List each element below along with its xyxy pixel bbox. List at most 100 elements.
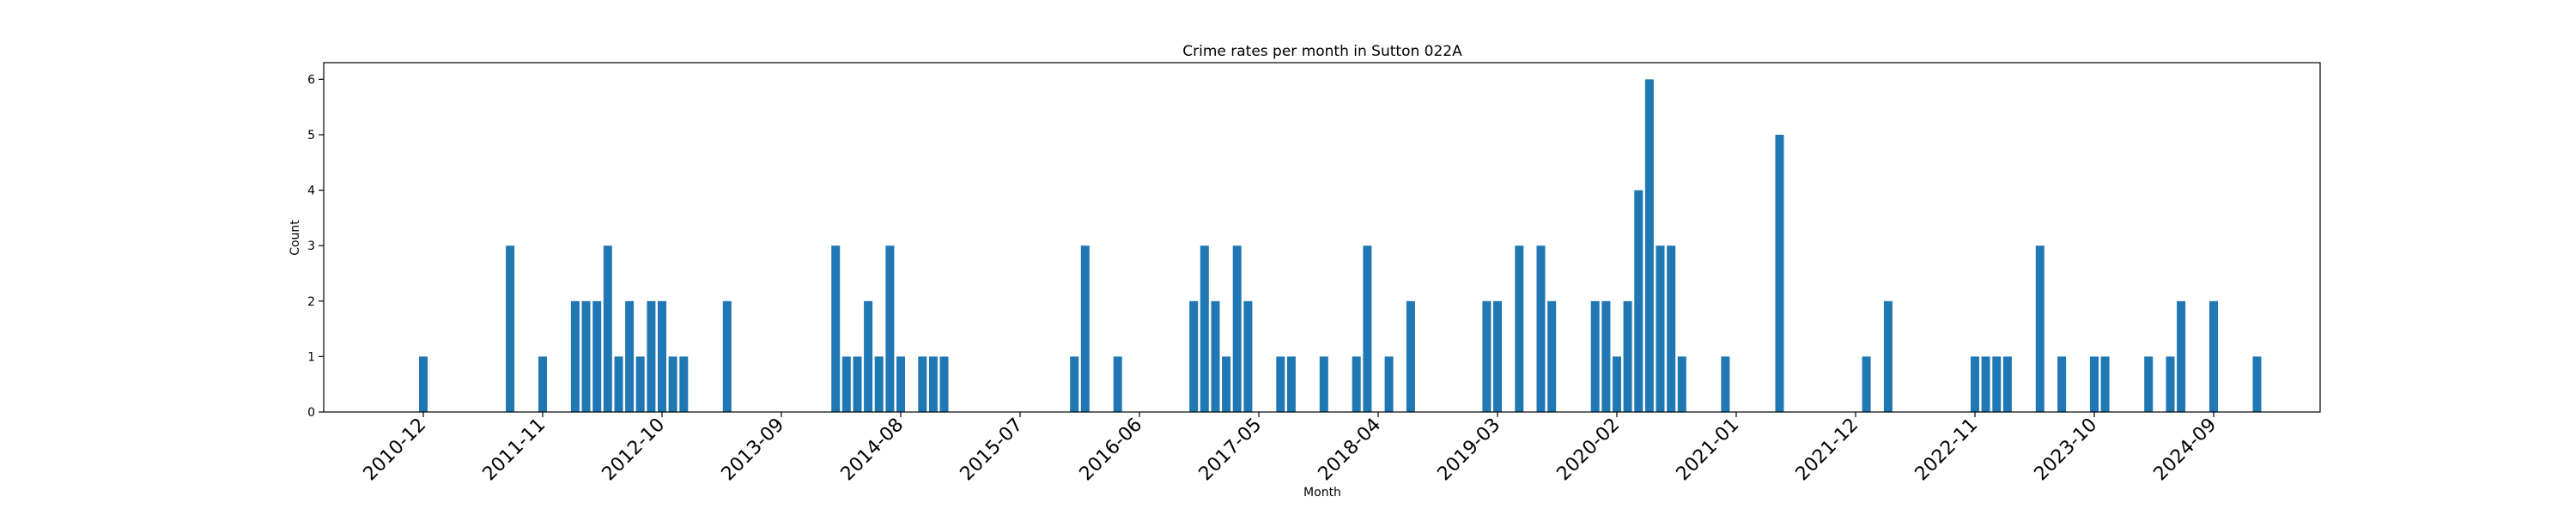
bar xyxy=(570,300,580,412)
bar xyxy=(2177,300,2186,412)
bar xyxy=(1634,190,1643,412)
y-tick-label: 2 xyxy=(307,295,315,309)
bar xyxy=(668,356,677,412)
y-tick-label: 3 xyxy=(307,239,315,253)
x-tick-label: 2010-12 xyxy=(360,415,431,486)
bar xyxy=(419,356,428,412)
bar xyxy=(647,300,656,412)
x-tick-label: 2014-08 xyxy=(837,415,908,486)
bar xyxy=(885,245,895,412)
bar xyxy=(1862,356,1871,412)
x-tick-label: 2016-06 xyxy=(1076,415,1147,486)
bar xyxy=(939,356,949,412)
bar xyxy=(1222,356,1231,412)
bar xyxy=(506,245,515,412)
bar xyxy=(2252,356,2262,412)
bar xyxy=(1200,245,1209,412)
bar xyxy=(1406,300,1415,412)
x-axis: 2010-12 2011-11 2012-10 2013-09 2014-08 2015-… xyxy=(360,412,2221,485)
bar xyxy=(864,300,873,412)
bar xyxy=(853,356,862,412)
x-tick-label: 2021-12 xyxy=(1792,415,1863,486)
y-tick-label: 0 xyxy=(307,406,315,420)
y-axis-label: Count xyxy=(289,220,302,256)
bar xyxy=(1721,356,1730,412)
bar xyxy=(1080,245,1090,412)
bar xyxy=(581,300,591,412)
bar xyxy=(1883,300,1893,412)
bar xyxy=(841,356,851,412)
bar xyxy=(2100,356,2110,412)
bar xyxy=(1515,245,1524,412)
bar xyxy=(2090,356,2099,412)
y-tick-label: 4 xyxy=(307,185,315,198)
bar xyxy=(1677,356,1686,412)
bar xyxy=(1363,245,1372,412)
x-tick-label: 2019-03 xyxy=(1434,415,1505,486)
bar xyxy=(1384,356,1394,412)
bar xyxy=(831,245,841,412)
bar xyxy=(2057,356,2067,412)
x-tick-label: 2020-02 xyxy=(1553,415,1625,486)
chart-title: Crime rates per month in Sutton 022A xyxy=(1182,43,1462,60)
bar xyxy=(1547,300,1557,412)
bars-group xyxy=(419,79,2262,413)
bar xyxy=(2002,356,2012,412)
bar xyxy=(635,356,645,412)
bar xyxy=(1613,356,1621,412)
bar xyxy=(1971,356,1979,412)
bar xyxy=(722,300,732,412)
bar xyxy=(1536,245,1546,412)
x-tick-label: 2015-07 xyxy=(957,415,1028,486)
bar xyxy=(1981,356,1990,412)
x-tick-label: 2024-09 xyxy=(2150,415,2221,486)
bar xyxy=(1319,356,1328,412)
bar xyxy=(1243,300,1253,412)
bar xyxy=(658,300,666,412)
bar xyxy=(1189,300,1199,412)
x-tick-label: 2017-05 xyxy=(1195,415,1267,486)
bar xyxy=(1286,356,1296,412)
bar xyxy=(1070,356,1079,412)
bar xyxy=(1276,356,1285,412)
bar xyxy=(614,356,623,412)
bar xyxy=(538,356,547,412)
bar xyxy=(1211,300,1220,412)
x-tick-label: 2013-09 xyxy=(718,415,789,486)
bar xyxy=(1482,300,1492,412)
bar xyxy=(625,300,635,412)
bar xyxy=(928,356,938,412)
x-tick-label: 2021-01 xyxy=(1673,415,1744,486)
bar xyxy=(2035,245,2044,412)
bar xyxy=(1667,245,1676,412)
bar xyxy=(1601,300,1611,412)
x-tick-label: 2012-10 xyxy=(598,415,670,486)
bar xyxy=(2166,356,2175,412)
x-axis-label: Month xyxy=(1303,486,1341,500)
x-tick-label: 2018-04 xyxy=(1315,415,1386,486)
bar xyxy=(1493,300,1502,412)
bar xyxy=(603,245,612,412)
bar xyxy=(1232,245,1242,412)
y-tick-label: 6 xyxy=(307,73,315,87)
bar xyxy=(2144,356,2154,412)
y-tick-label: 5 xyxy=(307,129,315,142)
bar xyxy=(592,300,602,412)
y-tick-label: 1 xyxy=(307,350,315,364)
x-tick-label: 2011-11 xyxy=(479,415,550,486)
bar xyxy=(1352,356,1361,412)
bar xyxy=(874,356,884,412)
bar xyxy=(1644,79,1654,413)
bar xyxy=(1113,356,1122,412)
bar xyxy=(679,356,689,412)
bar xyxy=(2209,300,2218,412)
y-axis: 0 1 2 3 4 5 6 xyxy=(307,73,324,420)
x-tick-label: 2023-10 xyxy=(2031,415,2102,486)
x-tick-label: 2022-11 xyxy=(1911,415,1983,486)
bar xyxy=(918,356,927,412)
bar xyxy=(1590,300,1600,412)
bar xyxy=(896,356,905,412)
bar xyxy=(1623,300,1632,412)
bar xyxy=(1992,356,2002,412)
